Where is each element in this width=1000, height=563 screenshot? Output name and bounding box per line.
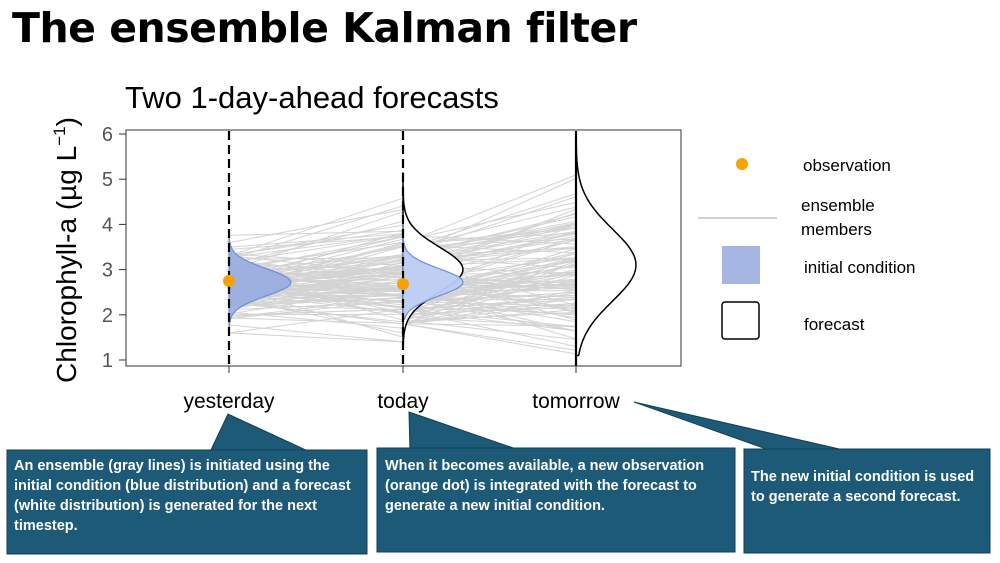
callout-3-pointer (633, 401, 849, 452)
timestep-lines (227, 131, 578, 366)
ensemble-line (402, 310, 577, 347)
y-tick-label: 4 (102, 214, 113, 236)
ensemble-line (228, 230, 404, 236)
ensemble-line (228, 234, 404, 258)
y-tick-label: 1 (102, 350, 113, 372)
legend-forecast-label: forecast (804, 315, 865, 334)
legend-initial-condition-swatch (722, 246, 760, 284)
legend-ensemble-label: ensemble members (801, 196, 875, 239)
legend-initial-condition-label: initial condition (804, 258, 916, 277)
ensemble-line (402, 309, 577, 332)
callout-2-box (376, 447, 736, 553)
callout-3-text: The new initial condition is used to gen… (751, 469, 975, 505)
ensemble-line (228, 211, 404, 271)
ensemble-line (402, 271, 577, 322)
ensemble-line (228, 241, 404, 270)
ensemble-line (402, 323, 577, 351)
ensemble-line (228, 297, 404, 304)
observation-points (223, 274, 409, 291)
ensemble-line (228, 324, 404, 343)
y-tick-label: 3 (102, 260, 113, 282)
ensemble-line (228, 317, 404, 324)
ensemble-line (228, 257, 404, 260)
callout-1-box (6, 449, 368, 555)
y-tick-label: 6 (102, 124, 113, 146)
callout-3-box (743, 448, 991, 554)
observation-point (223, 274, 235, 287)
y-axis-title: Chlorophyll-a (µg L−1) (50, 117, 82, 383)
ensemble-line (402, 309, 577, 324)
initial-condition-distribution (228, 232, 292, 332)
ensemble-line (228, 297, 404, 334)
ensemble-line (402, 234, 577, 245)
ensemble-line (402, 261, 577, 320)
ensemble-line (402, 289, 577, 325)
callout-2-text: When it becomes available, a new observa… (385, 458, 705, 514)
ensemble-line (228, 197, 404, 257)
x-tick-label: tomorrow (532, 390, 620, 413)
ensemble-line (402, 271, 577, 307)
ensemble-line (402, 323, 577, 355)
ensemble-line (402, 201, 577, 242)
ensemble-line (228, 234, 404, 264)
ensemble-line (228, 260, 404, 279)
callouts: An ensemble (gray lines) is initiated us… (6, 401, 991, 555)
ensemble-line (402, 323, 577, 327)
legend: observation ensemble members initial cond… (698, 156, 916, 340)
forecast-distribution (575, 142, 637, 357)
page-title: The ensemble Kalman filter (12, 4, 637, 52)
observation-point (397, 278, 409, 291)
x-tick-label: today (377, 390, 429, 413)
ensemble-line (228, 220, 404, 265)
distribution-layer (228, 142, 637, 357)
x-axis: yesterday today tomorrow (183, 366, 621, 413)
legend-observation-swatch (736, 158, 748, 170)
ensemble-line (228, 233, 404, 248)
ensemble-line (228, 308, 404, 316)
ensemble-line (228, 253, 404, 267)
legend-observation-label: observation (803, 156, 891, 175)
callout-1-text: An ensemble (gray lines) is initiated us… (14, 458, 351, 534)
chart-title: Two 1-day-ahead forecasts (125, 80, 499, 115)
callout-2-pointer (408, 411, 526, 453)
y-tick-label: 2 (102, 305, 113, 327)
callout-1-pointer (209, 413, 311, 453)
y-axis: 1 2 3 4 5 6 (102, 124, 126, 372)
ensemble-line (228, 332, 404, 343)
ensemble-line (402, 274, 577, 325)
y-tick-label: 5 (102, 169, 113, 191)
ensemble-line (402, 174, 577, 245)
legend-forecast-swatch (721, 301, 760, 340)
ensemble-line (402, 308, 577, 328)
x-tick-label: yesterday (183, 390, 275, 413)
ensemble-line (228, 209, 404, 244)
